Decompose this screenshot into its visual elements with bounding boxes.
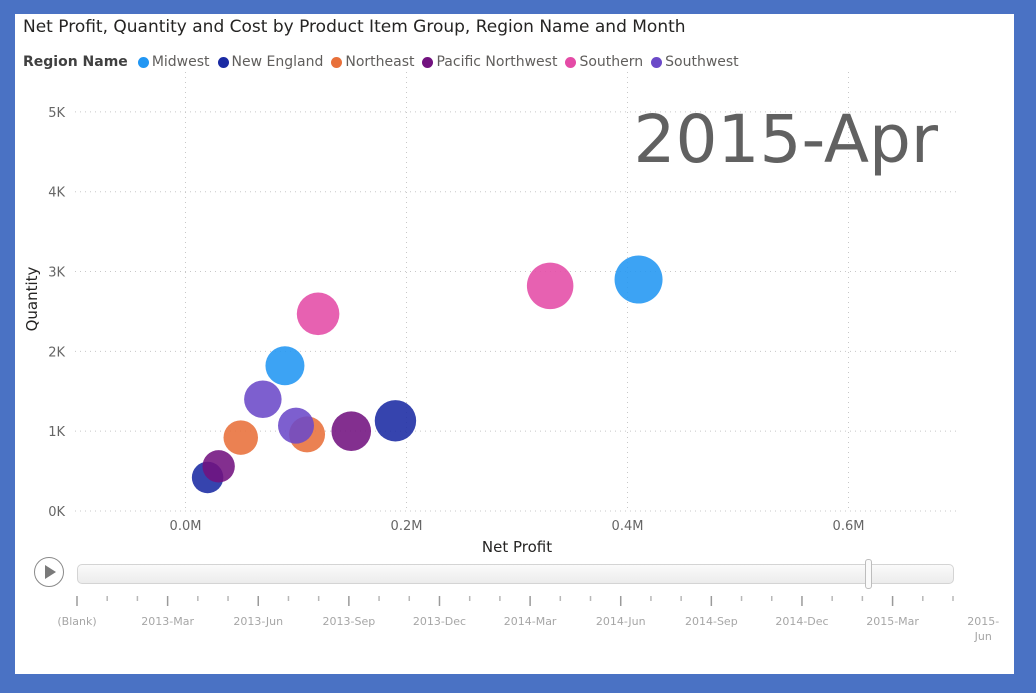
y-tick-label: 3K	[48, 266, 65, 281]
x-tick-label: 0.2M	[391, 519, 423, 534]
bubble-midwest	[614, 255, 663, 304]
legend-item-new-england[interactable]: New England	[217, 54, 324, 70]
legend-item-southwest[interactable]: Southwest	[651, 54, 739, 70]
timeline-label: 2015-Jun	[967, 615, 999, 643]
play-axis-value-label: 2015-Apr	[633, 101, 938, 178]
timeline-label: 2013-Jun	[233, 615, 283, 628]
legend-label: Northeast	[345, 54, 415, 70]
play-icon	[45, 565, 56, 579]
bubble-southern	[296, 292, 340, 336]
timeline-label: 2014-Mar	[504, 615, 557, 628]
y-tick-label: 5K	[48, 106, 65, 121]
legend-item-midwest[interactable]: Midwest	[137, 54, 210, 70]
x-axis-title: Net Profit	[482, 538, 552, 556]
timeline-handle[interactable]	[865, 559, 872, 589]
legend-marker	[422, 56, 434, 68]
bubble-southern	[526, 262, 574, 310]
legend-marker	[651, 56, 663, 68]
bubble-northeast	[223, 420, 258, 455]
timeline-label: 2013-Dec	[413, 615, 466, 628]
legend-label: Midwest	[151, 54, 210, 70]
visual-container: Net Profit, Quantity and Cost by Product…	[15, 14, 1014, 674]
legend-label: Southern	[579, 54, 644, 70]
legend-item-southern[interactable]: Southern	[565, 54, 643, 70]
legend-marker	[331, 56, 343, 68]
timeline-slider[interactable]	[77, 564, 954, 584]
x-tick-label: 0.4M	[612, 519, 644, 534]
legend-item-pacific-northwest[interactable]: Pacific Northwest	[422, 54, 557, 70]
timeline-label: (Blank)	[57, 615, 96, 628]
x-tick-label: 0.0M	[170, 519, 202, 534]
legend: Region Name Midwest New England Northeast P…	[23, 53, 747, 71]
chart-title: Net Profit, Quantity and Cost by Product…	[23, 17, 686, 37]
legend-marker	[137, 56, 149, 68]
y-tick-label: 0K	[48, 505, 65, 520]
play-button[interactable]	[34, 557, 64, 587]
bubble-new-england	[374, 400, 417, 442]
legend-items: Midwest New England Northeast Pacific North…	[137, 54, 747, 70]
timeline-label: 2014-Dec	[775, 615, 828, 628]
timeline-label: 2013-Sep	[323, 615, 376, 628]
bubble-pacific-northwest	[331, 411, 372, 451]
legend-item-northeast[interactable]: Northeast	[331, 54, 414, 70]
x-tick-label: 0.6M	[833, 519, 865, 534]
scatter-chart: 0K 1K 2K 3K 4K 5K 0.0M 0.2M 0.4M 0.6M Net Profit Qu…	[23, 72, 999, 643]
legend-title: Region Name	[23, 54, 128, 70]
y-tick-label: 4K	[48, 186, 65, 201]
y-axis-title: Quantity	[23, 266, 41, 331]
y-tick-label: 1K	[48, 425, 65, 440]
bubble-southwest	[244, 380, 282, 419]
legend-label: New England	[231, 54, 324, 70]
legend-marker	[565, 56, 577, 68]
bubble-southwest	[278, 407, 314, 444]
timeline-label: 2013-Mar	[141, 615, 194, 628]
timeline-label: 2015-Mar	[866, 615, 919, 628]
timeline-label: 2014-Jun	[596, 615, 646, 628]
legend-label: Southwest	[665, 54, 739, 70]
legend-label: Pacific Northwest	[436, 54, 558, 70]
legend-marker	[217, 56, 229, 68]
timeline-label: 2014-Sep	[685, 615, 738, 628]
bubble-pacific-northwest	[202, 450, 235, 483]
bubble-midwest	[265, 346, 305, 386]
y-tick-label: 2K	[48, 345, 65, 360]
